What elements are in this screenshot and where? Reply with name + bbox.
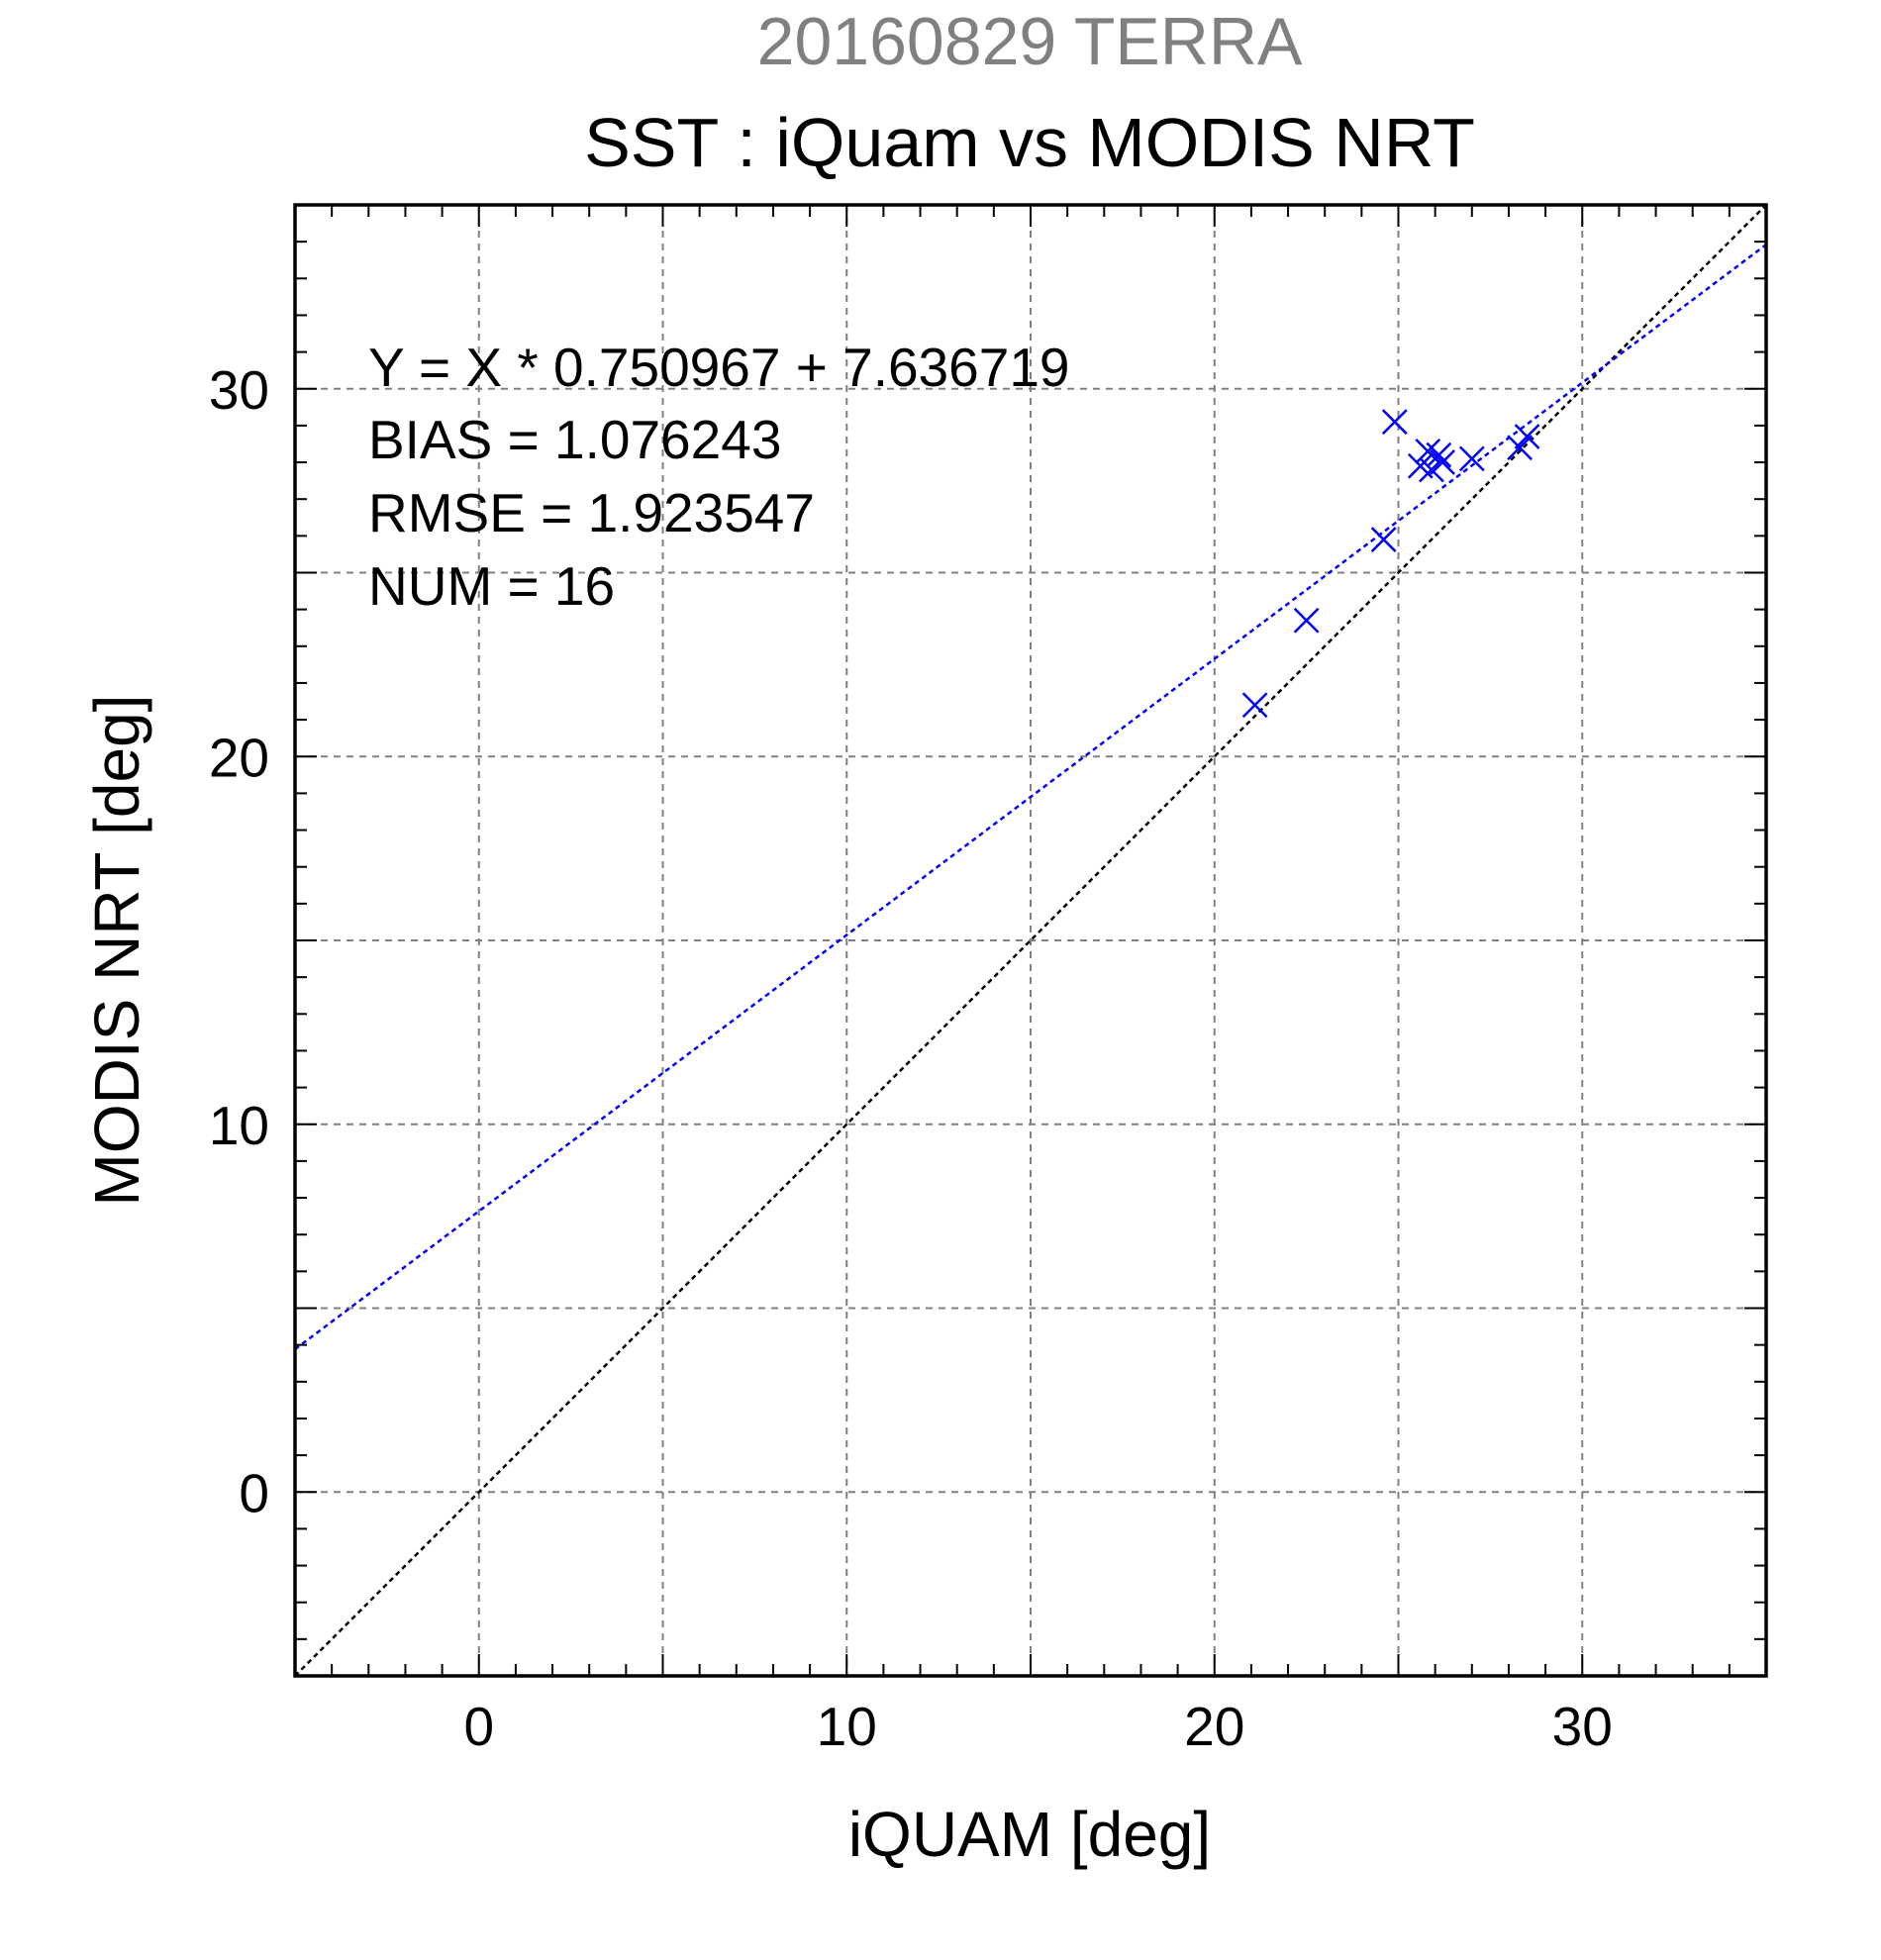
bias-value: BIAS = 1.076243 xyxy=(368,409,781,470)
data-point xyxy=(1507,435,1533,461)
x-tick-label: 10 xyxy=(817,1696,877,1757)
stats-box: Y = X * 0.750967 + 7.636719 BIAS = 1.076… xyxy=(368,337,1070,617)
x-axis-label: iQUAM [deg] xyxy=(848,1799,1211,1870)
data-point xyxy=(1458,445,1485,472)
plot-area: 0 10 20 30 0 10 20 30 xyxy=(209,203,1768,1757)
chart-title: 20160829 TERRA xyxy=(757,4,1303,79)
data-point xyxy=(1430,449,1455,475)
data-point xyxy=(1381,409,1408,436)
plot-frame xyxy=(293,203,1768,1678)
num-value: NUM = 16 xyxy=(368,555,615,617)
y-tick-label: 0 xyxy=(239,1462,269,1523)
y-axis-label: MODIS NRT [deg] xyxy=(81,695,152,1207)
data-point xyxy=(1426,441,1452,468)
y-tick-label: 30 xyxy=(209,359,269,421)
data-point xyxy=(1370,527,1397,552)
chart-subtitle: SST : iQuam vs MODIS NRT xyxy=(584,104,1475,181)
data-point xyxy=(1293,607,1320,634)
data-point xyxy=(1241,692,1268,719)
fit-equation: Y = X * 0.750967 + 7.636719 xyxy=(368,337,1070,398)
data-point xyxy=(1419,456,1444,483)
data-point xyxy=(1514,424,1540,449)
rmse-value: RMSE = 1.923547 xyxy=(368,482,815,543)
y-tick-label: 10 xyxy=(209,1095,269,1156)
x-tick-label: 0 xyxy=(463,1696,494,1757)
x-tick-label: 30 xyxy=(1552,1696,1613,1757)
x-tick-label: 20 xyxy=(1184,1696,1244,1757)
y-tick-label: 20 xyxy=(209,727,269,788)
